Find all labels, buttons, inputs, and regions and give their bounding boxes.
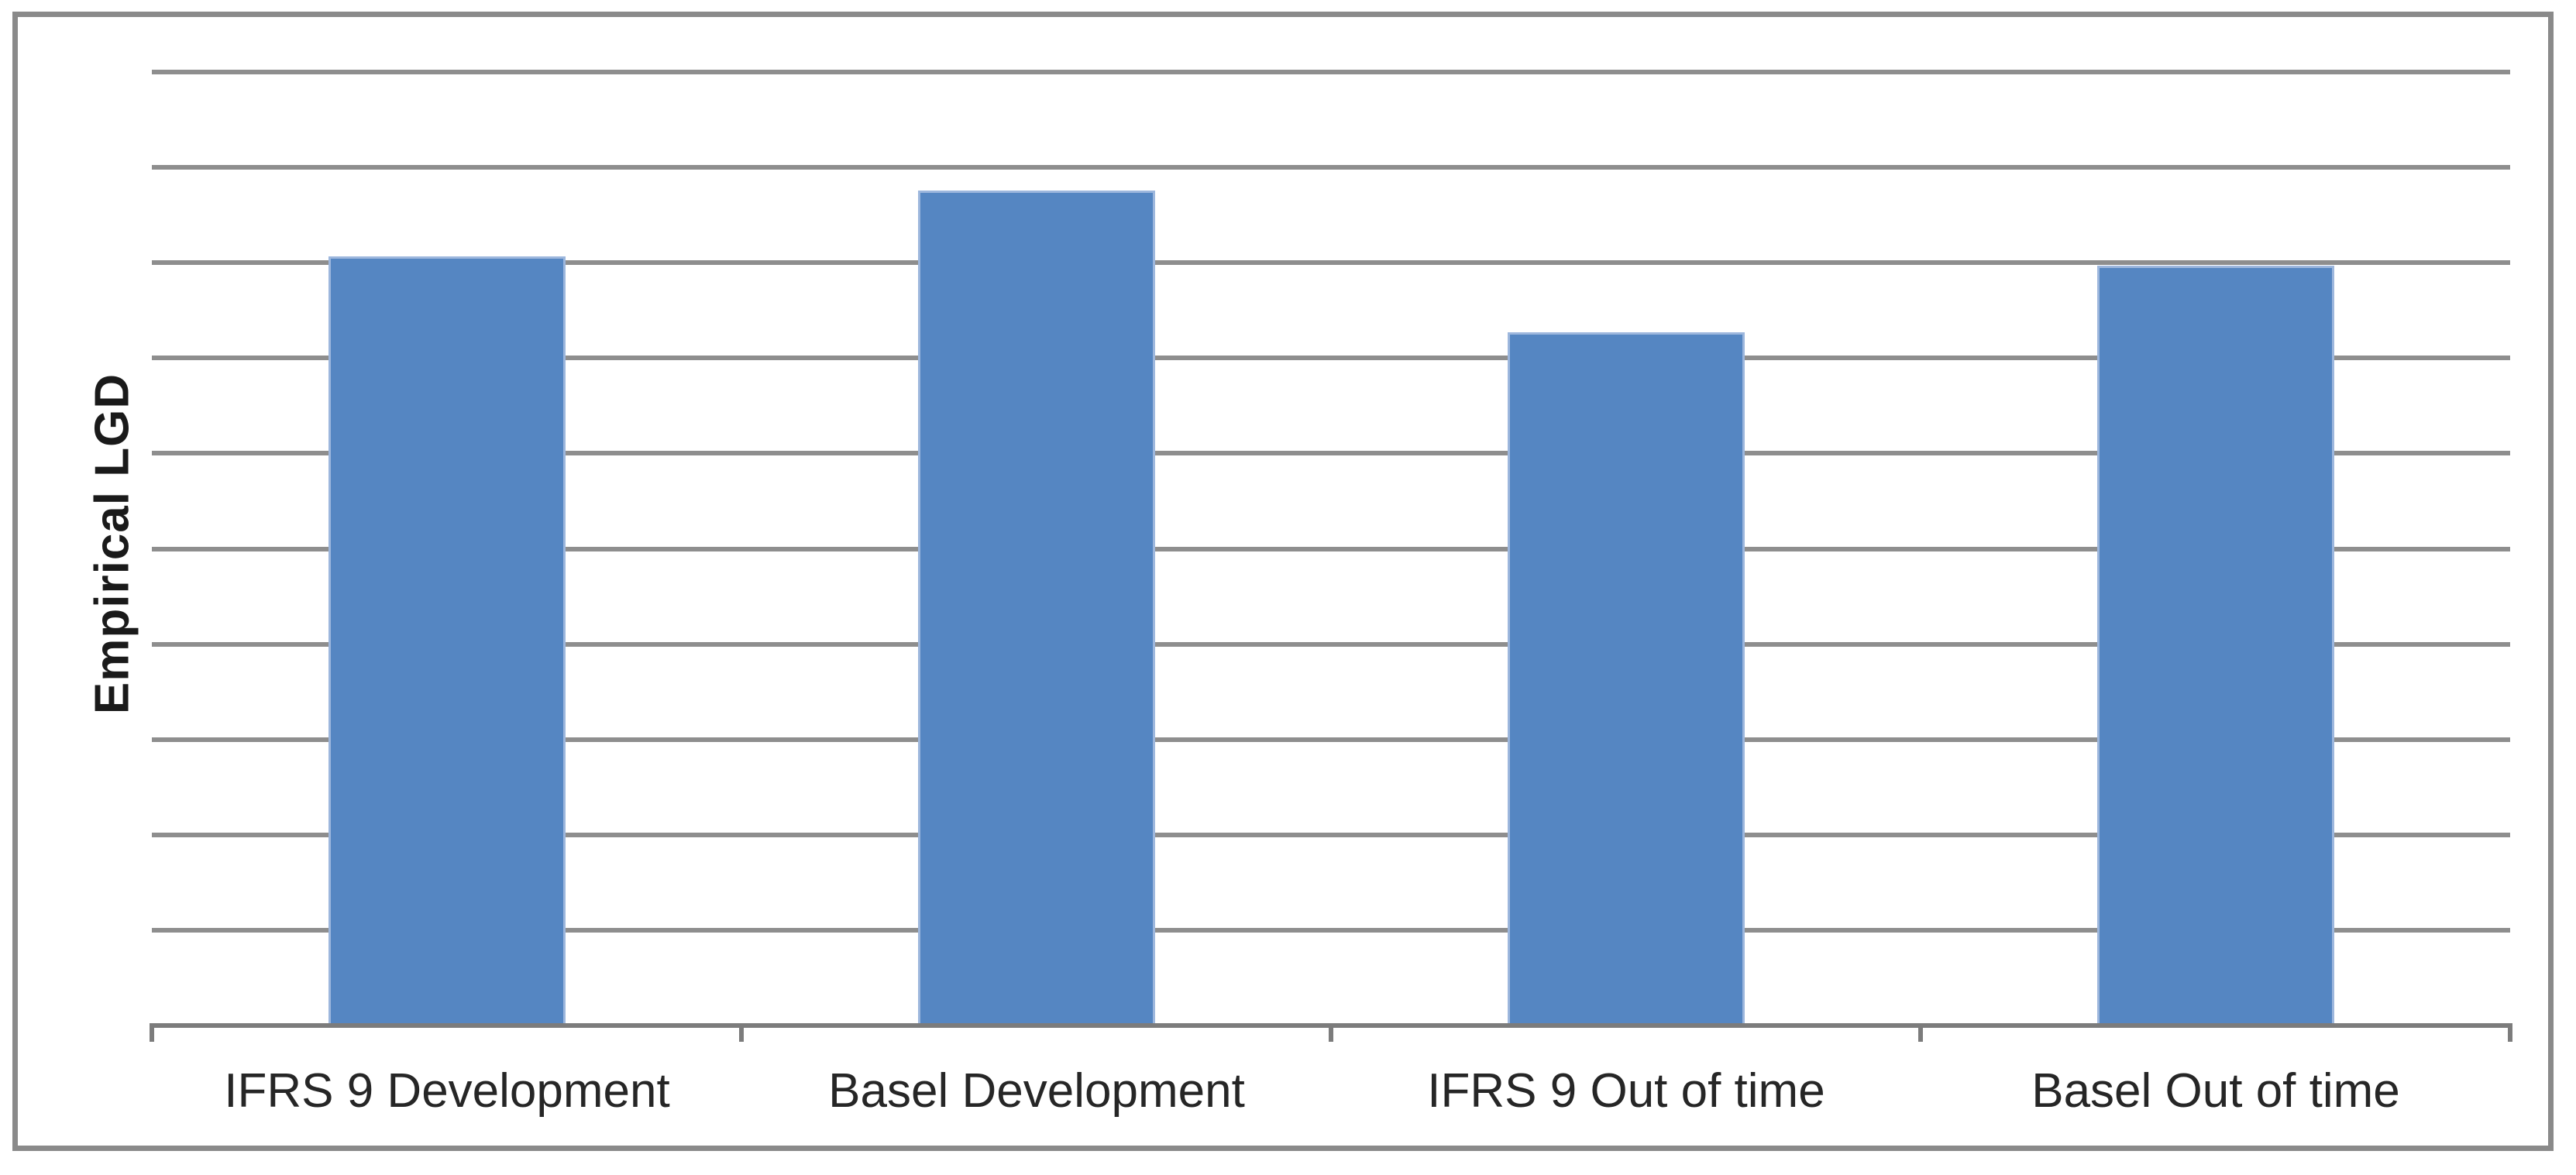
- plot-area: [150, 70, 2512, 1042]
- bar: [328, 256, 566, 1026]
- gridline: [152, 70, 2510, 74]
- axis-tick: [739, 1023, 744, 1042]
- bar: [1508, 332, 1745, 1026]
- bar: [2097, 266, 2334, 1026]
- gridline: [152, 260, 2510, 266]
- x-axis-label: Basel Development: [828, 1064, 1245, 1118]
- gridline: [152, 165, 2510, 170]
- gridline: [152, 927, 2510, 933]
- gridline: [152, 832, 2510, 837]
- axis-tick: [150, 1023, 154, 1042]
- gridline: [152, 737, 2510, 742]
- axis-tick: [2508, 1023, 2512, 1042]
- gridline: [152, 451, 2510, 456]
- bar: [918, 191, 1155, 1026]
- x-axis-label: IFRS 9 Development: [224, 1064, 670, 1118]
- x-axis-label: IFRS 9 Out of time: [1427, 1064, 1825, 1118]
- axis-tick: [1918, 1023, 1923, 1042]
- gridline: [152, 546, 2510, 551]
- gridline: [152, 356, 2510, 361]
- y-axis-title: Empirical LGD: [85, 373, 139, 715]
- x-axis-label: Basel Out of time: [2031, 1064, 2400, 1118]
- axis-tick: [1329, 1023, 1333, 1042]
- gridline: [152, 641, 2510, 647]
